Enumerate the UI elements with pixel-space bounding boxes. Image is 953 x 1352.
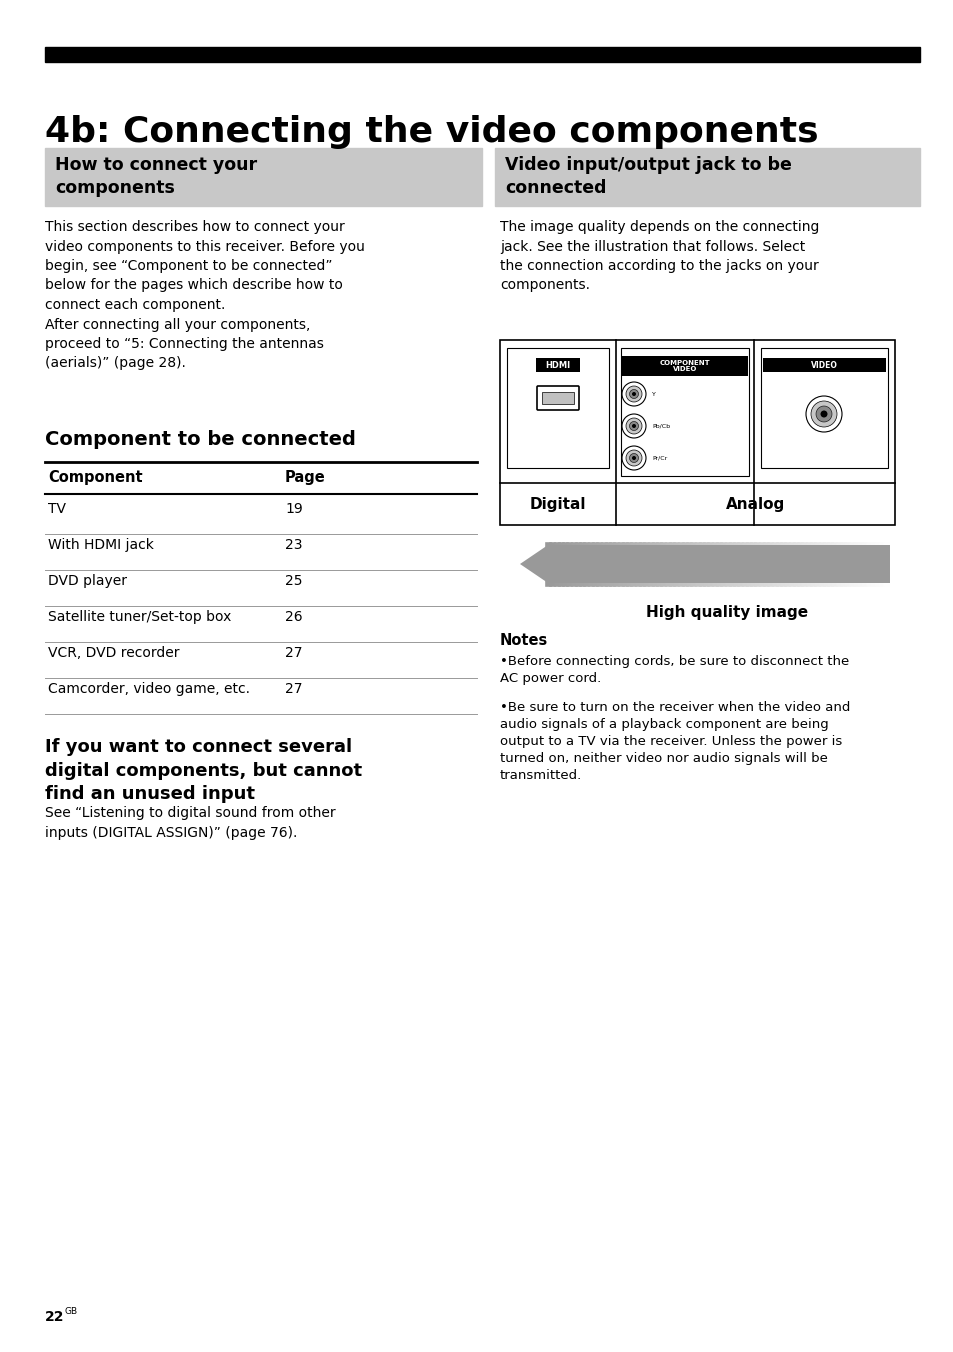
Text: TV: TV bbox=[48, 502, 66, 516]
Text: Satellite tuner/Set-top box: Satellite tuner/Set-top box bbox=[48, 610, 232, 625]
Text: Camcorder, video game, etc.: Camcorder, video game, etc. bbox=[48, 681, 250, 696]
Text: Analog: Analog bbox=[725, 496, 784, 511]
Text: •Be sure to turn on the receiver when the video and
audio signals of a playback : •Be sure to turn on the receiver when th… bbox=[499, 700, 849, 781]
Text: The image quality depends on the connecting
jack. See the illustration that foll: The image quality depends on the connect… bbox=[499, 220, 819, 292]
Text: •Before connecting cords, be sure to disconnect the
AC power cord.: •Before connecting cords, be sure to dis… bbox=[499, 654, 848, 685]
Text: 27: 27 bbox=[285, 646, 302, 660]
Text: If you want to connect several
digital components, but cannot
find an unused inp: If you want to connect several digital c… bbox=[45, 738, 362, 803]
Bar bbox=[621, 356, 747, 376]
Bar bbox=[499, 339, 894, 525]
Bar bbox=[541, 392, 574, 404]
Circle shape bbox=[621, 414, 645, 438]
Bar bbox=[45, 147, 481, 206]
Circle shape bbox=[629, 453, 638, 462]
Circle shape bbox=[625, 450, 641, 466]
Text: Video input/output jack to be
connected: Video input/output jack to be connected bbox=[504, 155, 791, 197]
Text: 19: 19 bbox=[285, 502, 302, 516]
Text: This section describes how to connect your
video components to this receiver. Be: This section describes how to connect yo… bbox=[45, 220, 364, 370]
Text: Page: Page bbox=[285, 470, 325, 485]
Text: DVD player: DVD player bbox=[48, 575, 127, 588]
Circle shape bbox=[629, 422, 638, 430]
Text: 25: 25 bbox=[285, 575, 302, 588]
Text: Digital: Digital bbox=[529, 496, 586, 511]
Bar bbox=[620, 347, 748, 476]
Circle shape bbox=[621, 446, 645, 470]
Text: 4b: Connecting the video components: 4b: Connecting the video components bbox=[45, 115, 818, 149]
Text: GB: GB bbox=[65, 1307, 78, 1315]
Circle shape bbox=[621, 383, 645, 406]
Circle shape bbox=[629, 389, 638, 399]
Text: COMPONENT
VIDEO: COMPONENT VIDEO bbox=[659, 360, 710, 372]
Bar bbox=[762, 358, 885, 372]
Text: 22: 22 bbox=[45, 1310, 65, 1324]
Text: Pb/Cb: Pb/Cb bbox=[651, 423, 669, 429]
Text: Component: Component bbox=[48, 470, 143, 485]
Circle shape bbox=[631, 392, 636, 396]
Bar bbox=[536, 358, 579, 372]
Circle shape bbox=[631, 425, 636, 429]
Text: 23: 23 bbox=[285, 538, 302, 552]
Text: VCR, DVD recorder: VCR, DVD recorder bbox=[48, 646, 179, 660]
Text: VIDEO: VIDEO bbox=[810, 361, 837, 369]
Text: Notes: Notes bbox=[499, 633, 548, 648]
Circle shape bbox=[815, 406, 831, 422]
Text: HDMI: HDMI bbox=[545, 361, 570, 369]
Circle shape bbox=[820, 411, 826, 418]
Circle shape bbox=[625, 387, 641, 402]
Text: Y: Y bbox=[651, 392, 655, 396]
Text: How to connect your
components: How to connect your components bbox=[55, 155, 257, 197]
Text: With HDMI jack: With HDMI jack bbox=[48, 538, 153, 552]
Text: High quality image: High quality image bbox=[645, 604, 807, 621]
Text: 26: 26 bbox=[285, 610, 302, 625]
Bar bbox=[495, 147, 919, 206]
Circle shape bbox=[810, 402, 836, 427]
Circle shape bbox=[625, 418, 641, 434]
FancyBboxPatch shape bbox=[537, 387, 578, 410]
Bar bbox=[45, 47, 919, 62]
Text: See “Listening to digital sound from other
inputs (DIGITAL ASSIGN)” (page 76).: See “Listening to digital sound from oth… bbox=[45, 806, 335, 840]
Text: Component to be connected: Component to be connected bbox=[45, 430, 355, 449]
Circle shape bbox=[631, 456, 636, 460]
Text: 27: 27 bbox=[285, 681, 302, 696]
Bar bbox=[506, 347, 608, 468]
Polygon shape bbox=[519, 545, 889, 583]
Bar bbox=[760, 347, 887, 468]
Circle shape bbox=[805, 396, 841, 433]
Text: Pr/Cr: Pr/Cr bbox=[651, 456, 666, 461]
